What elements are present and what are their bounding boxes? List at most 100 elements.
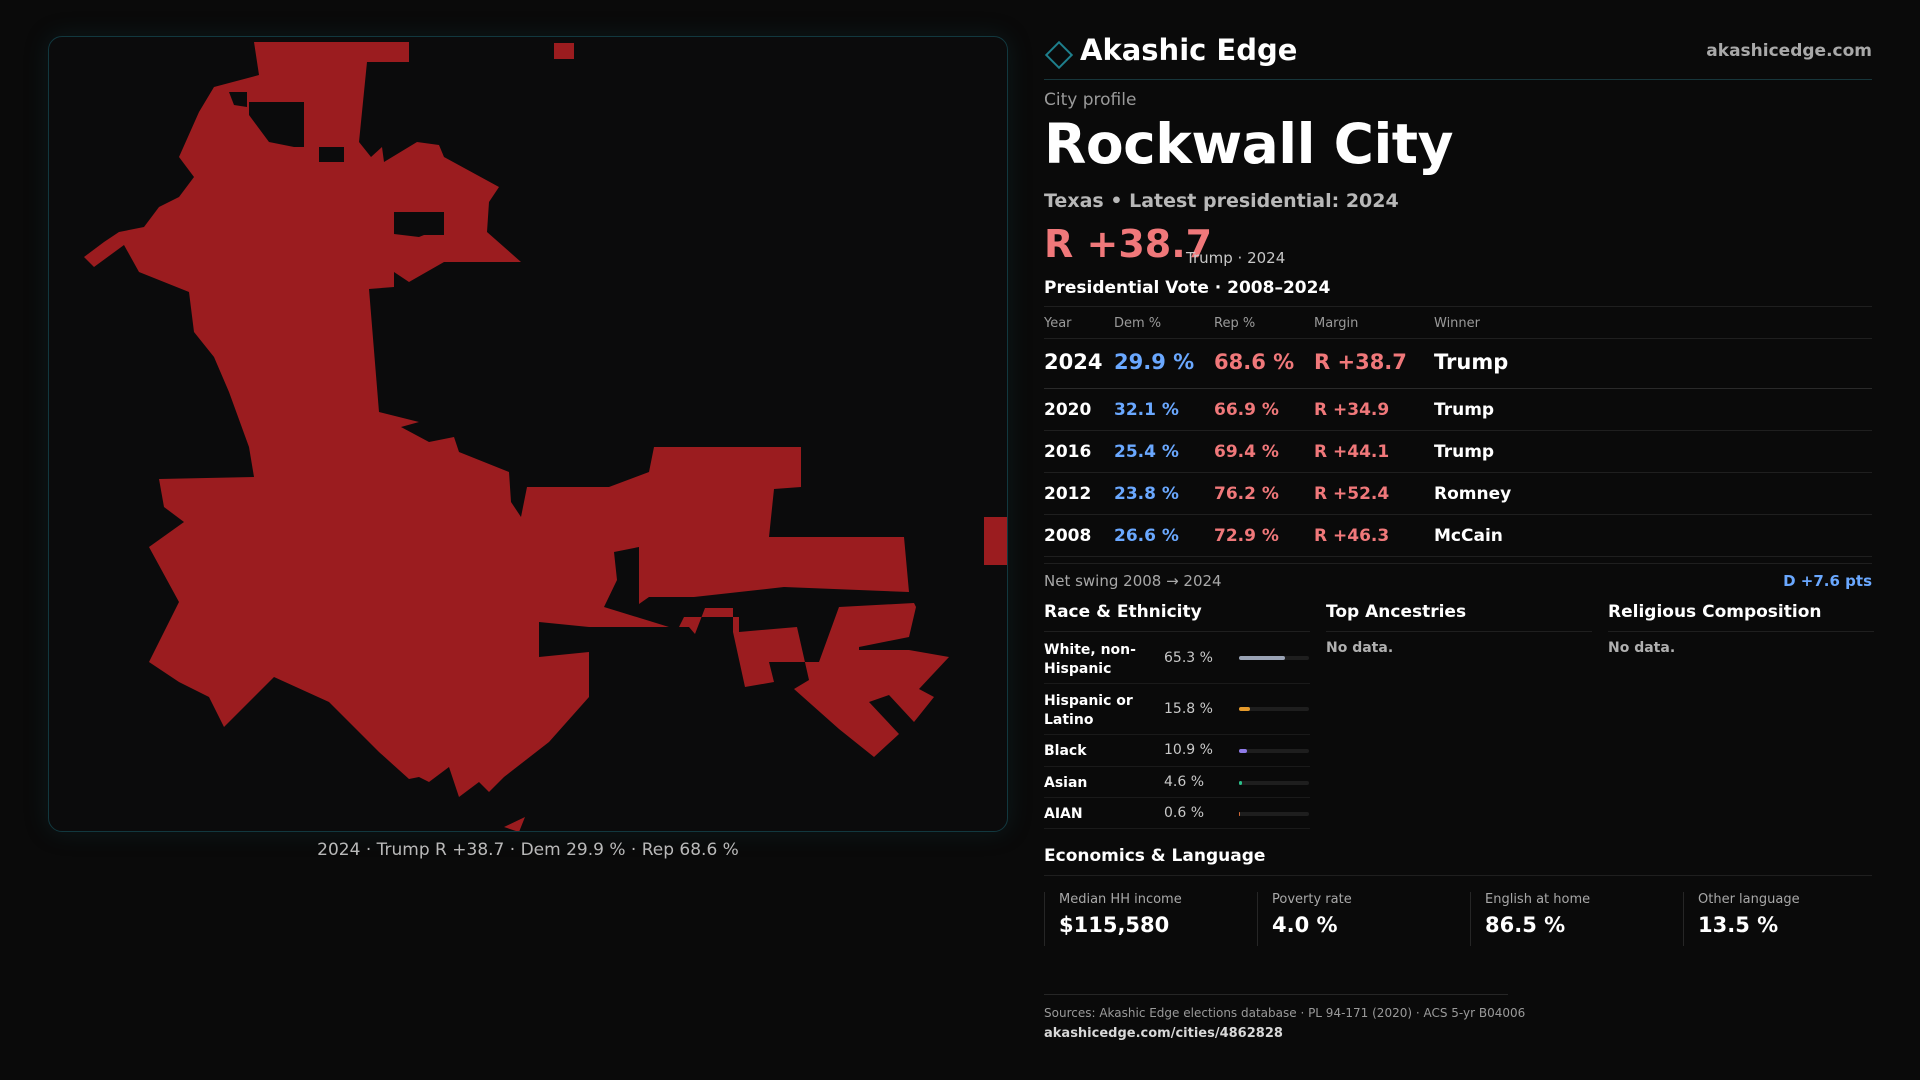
- net-swing: Net swing 2008 → 2024 D +7.6 pts: [1044, 563, 1872, 595]
- race-bar-fill: [1239, 781, 1243, 785]
- economics-section-title: Economics & Language: [1044, 846, 1266, 866]
- sources-text: Sources: Akashic Edge elections database…: [1044, 1006, 1526, 1020]
- econ-value: 4.0 %: [1272, 913, 1338, 937]
- row-winner: Trump: [1434, 350, 1509, 374]
- row-rep: 66.9 %: [1214, 400, 1279, 420]
- econ-value: 86.5 %: [1485, 913, 1566, 937]
- row-margin: R +44.1: [1314, 442, 1390, 462]
- row-margin: R +38.7: [1314, 350, 1407, 374]
- table-row: 2016 25.4 % 69.4 % R +44.1 Trump: [1044, 431, 1872, 473]
- row-dem: 32.1 %: [1114, 400, 1179, 420]
- header-dem: Dem %: [1114, 316, 1162, 331]
- vote-table: Year Dem % Rep % Margin Winner 2024 29.9…: [1044, 306, 1872, 557]
- race-value: 65.3 %: [1164, 650, 1213, 666]
- race-bar-track: [1239, 749, 1309, 753]
- row-margin: R +46.3: [1314, 526, 1390, 546]
- race-row: Black 10.9 %: [1044, 735, 1310, 767]
- row-winner: Trump: [1434, 400, 1495, 420]
- race-bar-track: [1239, 656, 1309, 660]
- row-rep: 69.4 %: [1214, 442, 1279, 462]
- row-dem: 23.8 %: [1114, 484, 1179, 504]
- vote-section-title: Presidential Vote · 2008–2024: [1044, 278, 1331, 298]
- site-link[interactable]: akashicedge.com: [1706, 41, 1872, 61]
- header-year: Year: [1044, 316, 1072, 331]
- table-row: 2008 26.6 % 72.9 % R +46.3 McCain: [1044, 515, 1872, 557]
- row-year: 2020: [1044, 400, 1092, 420]
- econ-value: 13.5 %: [1698, 913, 1779, 937]
- race-value: 4.6 %: [1164, 774, 1205, 790]
- row-dem: 25.4 %: [1114, 442, 1179, 462]
- econ-label: Median HH income: [1059, 892, 1182, 907]
- map-holes: [229, 92, 444, 237]
- religion-section-title: Religious Composition: [1608, 600, 1874, 632]
- row-rep: 72.9 %: [1214, 526, 1279, 546]
- race-value: 15.8 %: [1164, 701, 1213, 717]
- net-swing-label: Net swing 2008 → 2024: [1044, 572, 1222, 590]
- race-row: White, non-Hispanic 65.3 %: [1044, 632, 1310, 684]
- race-bar-track: [1239, 781, 1309, 785]
- header-margin: Margin: [1314, 316, 1359, 331]
- footer-divider: [1044, 994, 1508, 995]
- race-value: 10.9 %: [1164, 742, 1213, 758]
- econ-cell-english: English at home 86.5 %: [1470, 892, 1682, 946]
- header-winner: Winner: [1434, 316, 1481, 331]
- headline-margin-note: Trump · 2024: [1186, 249, 1286, 267]
- row-winner: Trump: [1434, 442, 1495, 462]
- race-bar-fill: [1239, 749, 1247, 753]
- race-row: AIAN 0.6 %: [1044, 798, 1310, 829]
- row-margin: R +52.4: [1314, 484, 1390, 504]
- race-bar-fill: [1239, 656, 1285, 660]
- brand-name[interactable]: Akashic Edge: [1080, 33, 1298, 67]
- row-year: 2012: [1044, 484, 1092, 504]
- map-caption: 2024 · Trump R +38.7 · Dem 29.9 % · Rep …: [317, 840, 739, 860]
- footer-url-link[interactable]: akashicedge.com/cities/4862828: [1044, 1026, 1283, 1041]
- religion-section: Religious Composition No data.: [1608, 600, 1874, 656]
- econ-value: $115,580: [1059, 913, 1170, 937]
- row-year: 2008: [1044, 526, 1092, 546]
- city-boundary-map: [84, 42, 1007, 831]
- city-boundary-shape: [84, 42, 1007, 831]
- header: Akashic Edge akashicedge.com: [1044, 30, 1872, 80]
- race-label: Hispanic or Latino: [1044, 693, 1133, 728]
- race-label: AIAN: [1044, 806, 1083, 822]
- race-bar-fill: [1239, 812, 1241, 816]
- page-title: Rockwall City: [1044, 112, 1453, 176]
- vote-table-header: Year Dem % Rep % Margin Winner: [1044, 307, 1872, 339]
- race-label: White, non-Hispanic: [1044, 642, 1136, 677]
- race-row: Hispanic or Latino 15.8 %: [1044, 684, 1310, 735]
- race-value: 0.6 %: [1164, 805, 1205, 821]
- econ-label: English at home: [1485, 892, 1591, 907]
- religion-empty-text: No data.: [1608, 640, 1676, 656]
- headline-margin: R +38.7: [1044, 222, 1213, 266]
- table-row: 2024 29.9 % 68.6 % R +38.7 Trump: [1044, 339, 1872, 389]
- row-year: 2016: [1044, 442, 1092, 462]
- row-dem: 26.6 %: [1114, 526, 1179, 546]
- race-label: Asian: [1044, 775, 1088, 791]
- ancestry-section-title: Top Ancestries: [1326, 600, 1592, 632]
- row-year: 2024: [1044, 350, 1103, 374]
- race-bar-fill: [1239, 707, 1251, 711]
- race-section: Race & Ethnicity White, non-Hispanic 65.…: [1044, 600, 1310, 829]
- row-rep: 76.2 %: [1214, 484, 1279, 504]
- row-dem: 29.9 %: [1114, 350, 1195, 374]
- table-row: 2020 32.1 % 66.9 % R +34.9 Trump: [1044, 389, 1872, 431]
- econ-cell-poverty: Poverty rate 4.0 %: [1257, 892, 1469, 946]
- ancestry-section: Top Ancestries No data.: [1326, 600, 1592, 656]
- row-rep: 68.6 %: [1214, 350, 1295, 374]
- econ-cell-other-language: Other language 13.5 %: [1683, 892, 1872, 946]
- page-kicker: City profile: [1044, 90, 1137, 110]
- diamond-logo-icon: [1044, 40, 1074, 70]
- ancestry-empty-text: No data.: [1326, 640, 1394, 656]
- race-label: Black: [1044, 743, 1087, 759]
- net-swing-value: D +7.6 pts: [1783, 572, 1872, 590]
- row-margin: R +34.9: [1314, 400, 1390, 420]
- header-rep: Rep %: [1214, 316, 1256, 331]
- row-winner: Romney: [1434, 484, 1512, 504]
- race-row: Asian 4.6 %: [1044, 767, 1310, 798]
- row-winner: McCain: [1434, 526, 1503, 546]
- race-bar-track: [1239, 812, 1309, 816]
- race-section-title: Race & Ethnicity: [1044, 600, 1310, 632]
- econ-label: Poverty rate: [1272, 892, 1352, 907]
- city-map[interactable]: [48, 36, 1008, 832]
- econ-cell-income: Median HH income $115,580: [1044, 892, 1256, 946]
